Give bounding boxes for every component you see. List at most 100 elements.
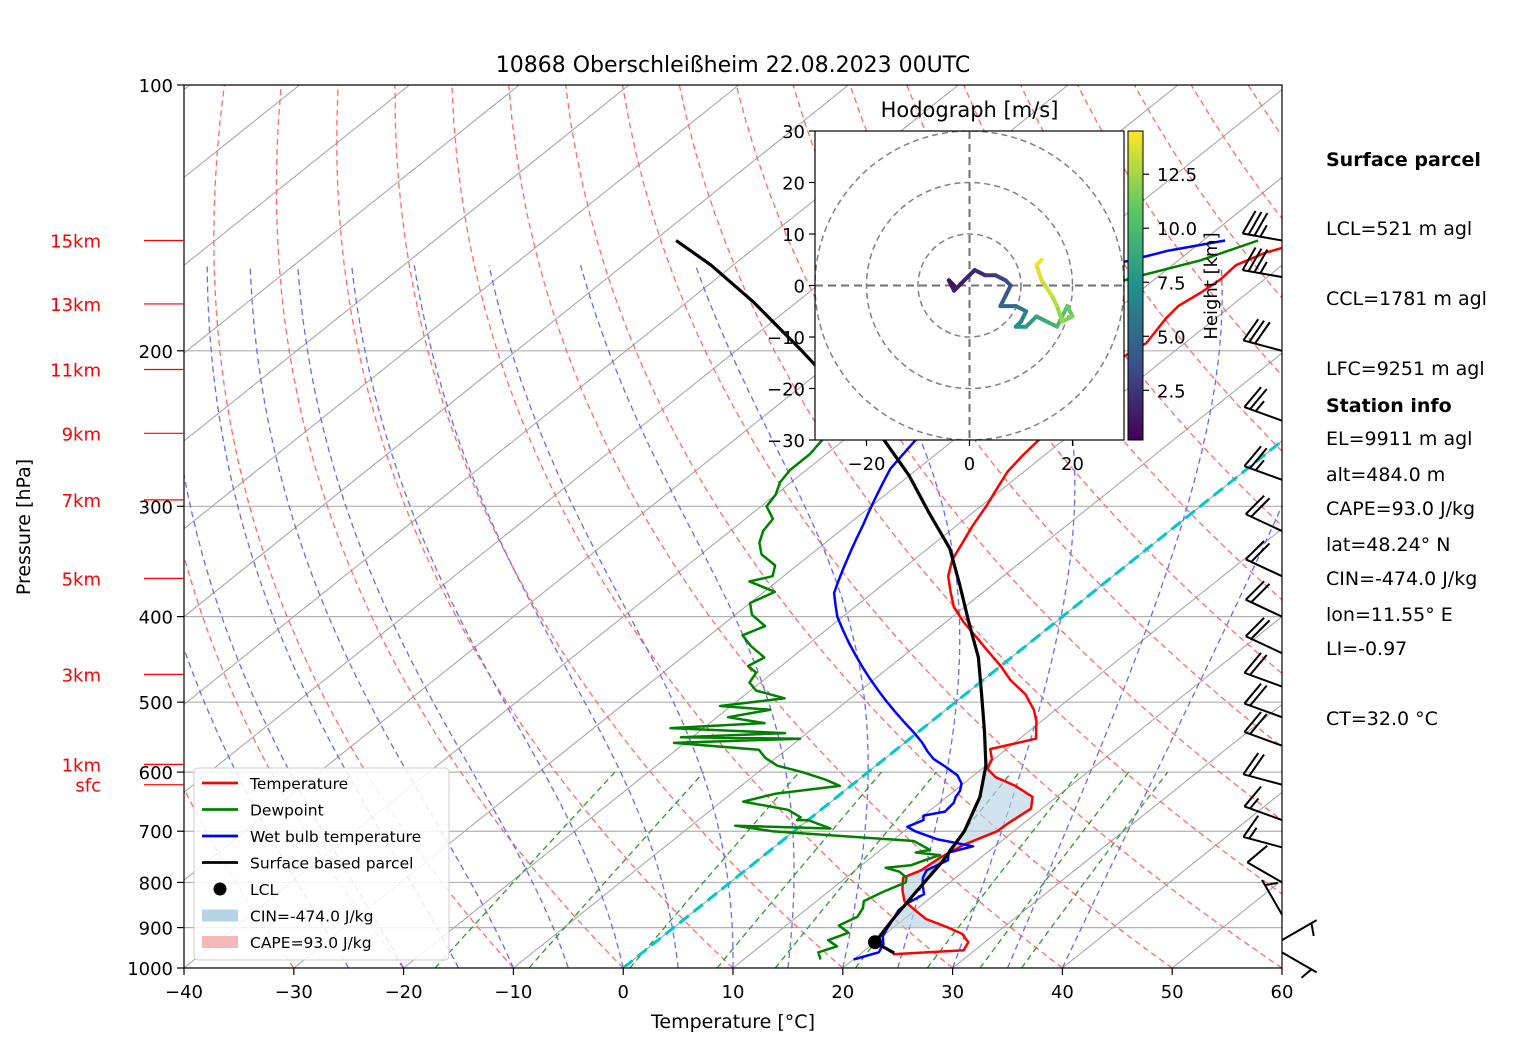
- hodograph-x-tick-label: −20: [848, 454, 886, 475]
- height-tick-label: sfc: [75, 776, 101, 797]
- hodograph-x-tick-label: 0: [964, 454, 975, 475]
- barb-feather: [1264, 881, 1278, 887]
- height-tick-label: 1km: [62, 755, 101, 776]
- x-tick-label: −10: [494, 982, 532, 1003]
- wind-barb: [1245, 495, 1283, 532]
- parcel-cin: CIN=-474.0 J/kg: [1326, 567, 1478, 590]
- barb-feather: [1310, 922, 1315, 937]
- x-axis-label: Temperature [°C]: [650, 1011, 815, 1033]
- colorbar-tick-label: 10.0: [1157, 219, 1197, 240]
- isotherm-line: [952, 703, 1282, 968]
- height-tick-label: 13km: [50, 295, 101, 316]
- dry-adiabat: [564, 85, 1173, 968]
- parcel-lcl: LCL=521 m agl: [1326, 218, 1473, 241]
- wind-barbs: [1241, 210, 1318, 979]
- wind-barb: [1245, 617, 1283, 655]
- legend-label: Wet bulb temperature: [250, 828, 421, 846]
- colorbar-tick-label: 12.5: [1157, 165, 1197, 186]
- legend-label: CIN=-474.0 J/kg: [250, 908, 373, 926]
- wind-barb: [1281, 919, 1318, 942]
- moist-adiabat: [579, 265, 795, 968]
- barb-feather: [1243, 445, 1262, 467]
- barb-feather: [1243, 386, 1262, 408]
- barb-feather: [1248, 827, 1258, 840]
- isotherm-line: [184, 85, 959, 706]
- isotherm-line: [184, 85, 849, 618]
- x-tick-label: −40: [165, 982, 203, 1003]
- hodograph-segment: [952, 278, 967, 293]
- y-axis-label: Pressure [hPa]: [13, 459, 35, 595]
- barb-feather: [1246, 844, 1268, 864]
- hodograph-segment: [1034, 257, 1044, 267]
- y-tick-label: 1000: [127, 959, 173, 980]
- isotherm-line: [403, 264, 1282, 968]
- x-tick-label: 10: [722, 982, 745, 1003]
- barb-feather: [1259, 224, 1268, 238]
- x-tick-label: 60: [1271, 982, 1294, 1003]
- legend-label: Temperature: [249, 775, 348, 793]
- y-tick-label: 700: [139, 822, 173, 843]
- barb-feather: [1242, 815, 1260, 838]
- barb-feather: [1247, 248, 1263, 272]
- surface-parcel-heading: Surface parcel: [1326, 148, 1481, 171]
- barb-feather: [1243, 682, 1262, 705]
- dry-adiabat: [184, 553, 405, 968]
- station-alt: alt=484.0 m: [1326, 464, 1446, 487]
- moist-adiabat: [297, 265, 569, 968]
- surface-parcel-info: Surface parcel LCL=521 m agl CCL=1781 m …: [1326, 102, 1487, 754]
- x-tick-label: 20: [831, 982, 854, 1003]
- parcel-el: EL=9911 m agl: [1326, 428, 1473, 451]
- legend-label: Dewpoint: [250, 802, 324, 820]
- dry-adiabat: [213, 85, 514, 968]
- barb-feather: [1245, 580, 1265, 601]
- axes: −40 −30 −20 −10 0 10 20 30 40 50 60100200300400500…: [50, 76, 1293, 1003]
- barb-feather: [1241, 247, 1257, 271]
- barb-feather: [1241, 210, 1257, 235]
- wind-barb: [1241, 247, 1283, 279]
- barb-feather: [1249, 654, 1268, 676]
- hodograph-segment: [962, 268, 977, 283]
- y-tick-label: 300: [139, 497, 173, 518]
- barb-feather: [1300, 968, 1313, 979]
- barb-shaft: [1243, 773, 1283, 786]
- isotherm-line: [732, 528, 1282, 968]
- hodograph-segment: [1034, 262, 1044, 283]
- barb-feather: [1250, 619, 1271, 640]
- moist-adiabat: [249, 265, 514, 968]
- barb-feather: [1248, 320, 1265, 343]
- hodograph-area: [815, 131, 1124, 440]
- moist-adiabat: [488, 265, 734, 968]
- y-tick-label: 500: [139, 693, 173, 714]
- wind-barb: [1245, 580, 1283, 618]
- wind-barb: [1243, 785, 1283, 822]
- y-tick-label: 900: [139, 919, 173, 940]
- barb-feather: [1243, 711, 1262, 733]
- height-tick-label: 3km: [62, 665, 101, 686]
- moist-adiabat: [413, 265, 679, 968]
- legend-swatch-box: [202, 909, 238, 922]
- x-tick-label: 30: [941, 982, 964, 1003]
- barb-feather: [1253, 212, 1269, 237]
- legend: Temperature Dewpoint Wet bulb temperature S…: [193, 767, 450, 961]
- dry-adiabat: [275, 85, 624, 968]
- legend-swatch-dot: [213, 882, 227, 896]
- x-tick-label: 50: [1161, 982, 1184, 1003]
- height-tick-label: 5km: [62, 569, 101, 590]
- barb-feather: [1259, 261, 1268, 274]
- isotherm-line: [184, 85, 740, 530]
- isotherm-line: [184, 85, 410, 266]
- isotherm-line: [0, 85, 80, 968]
- hodograph-y-tick-label: −10: [767, 328, 805, 349]
- barb-feather: [1243, 785, 1262, 808]
- wind-barb: [1246, 844, 1283, 884]
- isotherm-line: [293, 176, 1282, 968]
- barb-feather: [1245, 540, 1265, 561]
- mixing-ratio-line: [434, 771, 616, 968]
- wind-barb: [1243, 652, 1283, 688]
- isotherm-line: [842, 615, 1282, 968]
- barb-feather: [1248, 753, 1265, 777]
- station-info: Station info alt=484.0 m lat=48.24° N lo…: [1326, 348, 1453, 651]
- moist-adiabat: [184, 646, 350, 968]
- moist-adiabat: [694, 264, 869, 968]
- isotherm-line: [1062, 791, 1282, 968]
